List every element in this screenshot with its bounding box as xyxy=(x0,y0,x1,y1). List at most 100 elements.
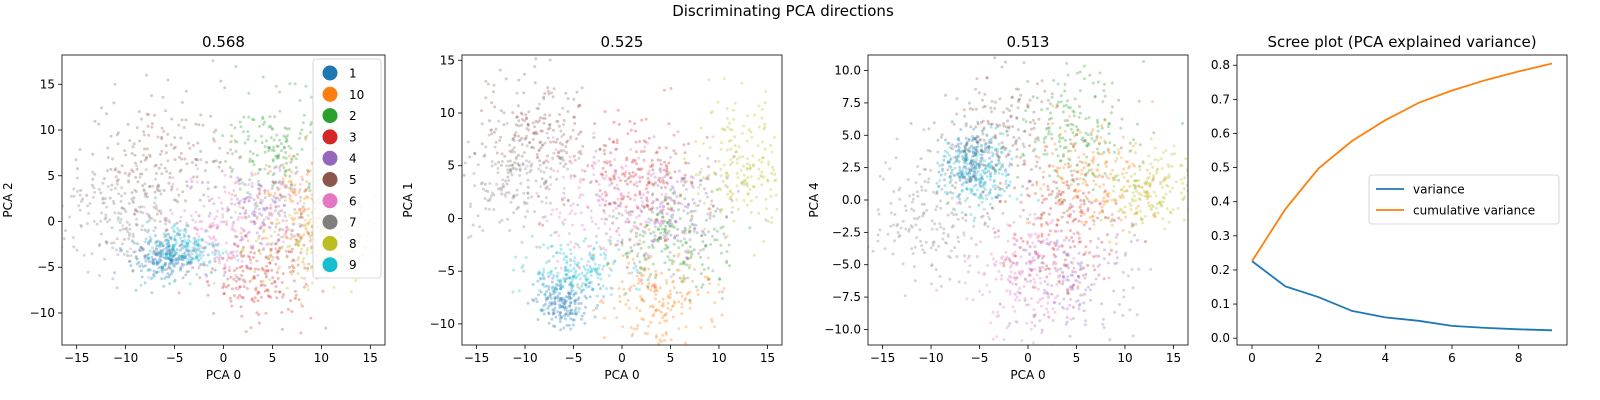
scatter-point-2 xyxy=(599,247,603,251)
scatter-point-3 xyxy=(1008,224,1012,228)
scatter-point-6 xyxy=(200,219,204,223)
scatter-point-6 xyxy=(165,228,169,231)
scatter-points xyxy=(868,56,1188,345)
scatter-point-10 xyxy=(1112,198,1116,201)
scatter-point-2 xyxy=(688,245,692,249)
scatter-point-10 xyxy=(646,285,650,289)
scatter-point-9 xyxy=(176,261,180,264)
scatter-point-7 xyxy=(438,201,441,204)
legend-label-3: 3 xyxy=(349,130,357,144)
scatter-point-4 xyxy=(663,236,666,240)
scatter-point-4 xyxy=(190,180,194,184)
scatter-point-5 xyxy=(572,115,576,119)
scatter-point-10 xyxy=(1062,166,1066,170)
scatter-point-10 xyxy=(1040,225,1043,228)
scatter-point-7 xyxy=(487,207,491,211)
scatter-point-9 xyxy=(569,252,573,256)
scatter-point-1 xyxy=(963,161,967,165)
scatter-point-6 xyxy=(222,267,226,271)
scatter-point-1 xyxy=(547,275,551,278)
scatter-point-1 xyxy=(167,257,171,261)
scatter-point-10 xyxy=(1080,172,1084,176)
scatter-point-10 xyxy=(1076,194,1080,198)
scatter-point-10 xyxy=(651,283,655,287)
scatter-point-6 xyxy=(271,255,275,259)
scatter-point-3 xyxy=(310,245,314,249)
scatter-point-8 xyxy=(738,155,742,159)
scatter-point-2 xyxy=(1046,126,1050,130)
scatter-point-7 xyxy=(95,222,99,226)
x-tick-label: −15 xyxy=(64,351,89,365)
scatter-point-1 xyxy=(969,177,973,181)
scatter-point-4 xyxy=(673,236,677,240)
scatter-point-4 xyxy=(1103,215,1107,219)
scatter-point-3 xyxy=(616,204,620,208)
scatter-point-7 xyxy=(147,213,150,217)
scatter-point-6 xyxy=(170,212,174,216)
scatter-point-3 xyxy=(276,276,280,280)
scatter-point-10 xyxy=(293,211,297,215)
scatter-point-6 xyxy=(592,161,596,164)
scatter-point-3 xyxy=(1033,250,1037,254)
scatter-point-7 xyxy=(169,236,172,240)
scatter-point-4 xyxy=(653,220,657,224)
scatter-point-1 xyxy=(181,255,184,259)
scatter-point-6 xyxy=(604,248,608,252)
scatter-point-4 xyxy=(284,185,288,189)
scatter-point-3 xyxy=(1028,260,1032,263)
scatter-point-1 xyxy=(988,188,992,192)
scatter-point-9 xyxy=(616,243,620,247)
scatter-point-5 xyxy=(535,132,539,136)
scatter-point-2 xyxy=(1016,175,1020,179)
scatter-point-3 xyxy=(1071,305,1075,309)
scatter-point-4 xyxy=(617,226,620,230)
scatter-point-3 xyxy=(1065,264,1068,268)
scatter-point-5 xyxy=(565,140,569,144)
scatter-point-9 xyxy=(211,251,214,254)
scatter-point-7 xyxy=(493,162,497,166)
scatter-point-9 xyxy=(236,258,240,262)
scatter-point-9 xyxy=(211,243,215,247)
scatter-point-7 xyxy=(158,220,162,223)
scatter-point-5 xyxy=(166,78,170,82)
scatter-point-1 xyxy=(1003,148,1007,151)
scatter-point-2 xyxy=(1080,160,1084,164)
scatter-point-4 xyxy=(1078,302,1082,306)
scatter-point-2 xyxy=(651,246,655,249)
scatter-point-5 xyxy=(998,123,1002,127)
scatter-point-1 xyxy=(978,180,982,184)
scatter-point-8 xyxy=(303,223,307,227)
scatter-point-2 xyxy=(715,229,719,233)
scatter-point-3 xyxy=(643,225,647,229)
scatter-point-2 xyxy=(1128,149,1132,153)
scatter-point-10 xyxy=(288,197,292,201)
scatter-point-10 xyxy=(1060,177,1064,181)
scatter-point-4 xyxy=(1077,251,1081,255)
scatter-point-3 xyxy=(1013,254,1017,258)
scatter-point-4 xyxy=(1095,246,1099,249)
scatter-point-1 xyxy=(164,246,168,250)
scatter-point-10 xyxy=(680,302,684,306)
scatter-point-7 xyxy=(479,182,483,186)
scatter-point-10 xyxy=(1133,164,1136,168)
scatter-point-1 xyxy=(550,301,554,305)
scatter-point-10 xyxy=(681,277,685,281)
scatter-point-2 xyxy=(1066,149,1070,153)
scatter-point-7 xyxy=(127,202,131,205)
scatter-point-5 xyxy=(165,170,168,173)
scatter-point-5 xyxy=(226,151,230,155)
scatter-point-10 xyxy=(282,183,286,186)
scatter-point-9 xyxy=(170,226,174,230)
scatter-point-1 xyxy=(965,180,969,184)
scatter-point-9 xyxy=(542,282,546,286)
scatter-point-3 xyxy=(1054,181,1058,185)
scatter-point-3 xyxy=(294,293,298,297)
scatter-point-1 xyxy=(171,248,175,251)
scatter-point-2 xyxy=(628,210,632,214)
y-tick-label: 10 xyxy=(40,123,55,137)
scatter-point-2 xyxy=(285,139,289,143)
scatter-point-1 xyxy=(155,253,159,257)
scatter-point-1 xyxy=(959,142,963,145)
scatter-point-5 xyxy=(123,149,127,153)
scatter-point-7 xyxy=(508,168,512,171)
